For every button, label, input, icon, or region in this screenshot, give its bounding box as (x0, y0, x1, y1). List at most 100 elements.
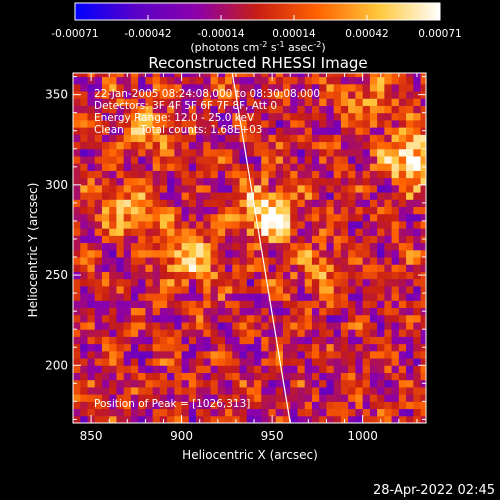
heatmap-cell (340, 285, 349, 294)
heatmap-cell (391, 401, 400, 410)
heatmap-cell (384, 271, 393, 280)
heatmap-cell (377, 235, 385, 244)
heatmap-cell (116, 386, 125, 395)
heatmap-cell (348, 112, 356, 121)
heatmap-cell (290, 293, 298, 301)
heatmap-cell (101, 177, 110, 186)
heatmap-cell (398, 293, 407, 301)
heatmap-cell (355, 141, 364, 150)
heatmap-cell (116, 372, 125, 381)
heatmap-cell (188, 141, 197, 150)
heatmap-cell (384, 358, 393, 366)
heatmap-cell (406, 112, 414, 121)
heatmap-cell (355, 408, 364, 417)
heatmap-cell (188, 307, 197, 316)
heatmap-cell (232, 285, 241, 294)
heatmap-cell (87, 184, 96, 193)
heatmap-cell (80, 105, 88, 114)
heatmap-cell (355, 163, 364, 171)
heatmap-cell (254, 83, 262, 92)
heatmap-cell (101, 257, 110, 265)
heatmap-cell (275, 242, 284, 251)
heatmap-cell (116, 264, 125, 272)
heatmap-cell (210, 91, 219, 99)
heatmap-cell (210, 206, 219, 215)
heatmap-cell (181, 350, 190, 359)
heatmap-cell (181, 401, 190, 410)
heatmap-cell (406, 257, 414, 265)
heatmap-cell (130, 249, 139, 258)
heatmap-cell (80, 401, 88, 410)
heatmap-cell (333, 206, 342, 215)
heatmap-cell (196, 177, 204, 186)
heatmap-cell (362, 293, 371, 301)
heatmap-cell (159, 329, 168, 337)
heatmap-cell (384, 134, 393, 143)
heatmap-cell (138, 112, 146, 121)
heatmap-cell (217, 401, 226, 410)
heatmap-cell (167, 293, 175, 301)
heatmap-cell (340, 343, 349, 352)
heatmap-cell (355, 228, 364, 236)
heatmap-cell (384, 98, 393, 106)
heatmap-cell (319, 105, 327, 114)
heatmap-cell (311, 163, 320, 171)
heatmap-cell (413, 192, 422, 200)
heatmap-cell (254, 155, 262, 164)
heatmap-cell (377, 119, 385, 128)
heatmap-cell (355, 199, 364, 208)
heatmap-cell (101, 119, 110, 128)
heatmap-cell (130, 379, 139, 388)
heatmap-cell (391, 155, 400, 164)
heatmap-cell (340, 98, 349, 106)
heatmap-cell (369, 73, 378, 78)
heatmap-cell (319, 314, 327, 323)
heatmap-cell (225, 365, 233, 373)
heatmap-cell (167, 206, 175, 215)
heatmap-cell (167, 394, 175, 402)
heatmap-cell (326, 264, 335, 272)
heatmap-cell (398, 112, 407, 121)
heatmap-cell (101, 220, 110, 229)
heatmap-cell (232, 192, 241, 200)
heatmap-cell (145, 321, 154, 330)
heatmap-cell (203, 321, 212, 330)
heatmap-cell (232, 199, 241, 208)
heatmap-cell (232, 235, 241, 244)
heatmap-cell (398, 220, 407, 229)
heatmap-cell (348, 76, 356, 85)
heatmap-cell (203, 307, 212, 316)
heatmap-cell (116, 257, 125, 265)
heatmap-cell (188, 257, 197, 265)
heatmap-cell (246, 336, 255, 345)
heatmap-cell (217, 278, 226, 287)
heatmap-cell (145, 148, 154, 157)
heatmap-cell (282, 73, 291, 78)
heatmap-cell (94, 358, 103, 366)
heatmap-cell (326, 220, 335, 229)
heatmap-cell (188, 170, 197, 179)
heatmap-cell (239, 206, 248, 215)
heatmap-cell (145, 300, 154, 309)
heatmap-cell (384, 336, 393, 345)
heatmap-cell (116, 242, 125, 251)
heatmap-cell (73, 321, 81, 330)
heatmap-cell (406, 170, 414, 179)
heatmap-cell (311, 249, 320, 258)
heatmap-cell (196, 321, 204, 330)
heatmap-cell (232, 271, 241, 280)
heatmap-cell (384, 235, 393, 244)
heatmap-cell (297, 220, 306, 229)
heatmap-cell (406, 228, 414, 236)
heatmap-cell (87, 394, 96, 402)
heatmap-cell (239, 350, 248, 359)
heatmap-cell (159, 365, 168, 373)
heatmap-cell (145, 213, 154, 222)
heatmap-cell (268, 307, 277, 316)
heatmap-cell (384, 365, 393, 373)
heatmap-cell (406, 105, 414, 114)
heatmap-cell (413, 329, 422, 337)
heatmap-cell (145, 271, 154, 280)
heatmap-cell (73, 228, 81, 236)
heatmap-cell (94, 213, 103, 222)
